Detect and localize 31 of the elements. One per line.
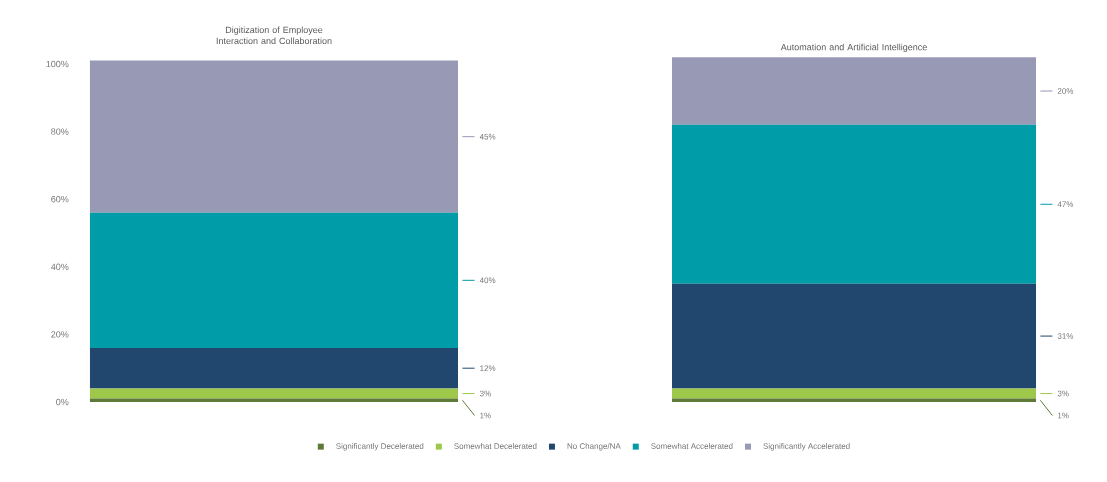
legend-label: Significantly Decelerated (336, 443, 424, 451)
data-label: 1% (480, 412, 491, 419)
bar (672, 283, 1036, 389)
data-label: 45% (479, 133, 496, 140)
legend-label: Somewhat Decelerated (454, 443, 537, 449)
bar (672, 57, 1036, 125)
data-label: 40% (479, 277, 496, 284)
y-tick-label: 20% (51, 331, 69, 338)
chart-title: Digitization of Employee Interaction and Collaboration (216, 26, 332, 45)
chart-title: Automation and Artificial Intelligence (780, 43, 927, 53)
legend-label: Somewhat Accelerated (651, 443, 733, 449)
data-label: 3% (479, 390, 491, 397)
y-tick-label: 40% (50, 263, 69, 270)
y-tick-label: 0% (56, 398, 69, 406)
data-label: 1% (1058, 412, 1069, 419)
y-tick-label: 60% (51, 196, 69, 203)
y-tick-label: 80% (51, 128, 69, 135)
legend-label: No Change/NA (567, 443, 621, 451)
data-label: 20% (1057, 88, 1074, 94)
bar (90, 388, 459, 399)
bar (90, 347, 459, 389)
data-label: 12% (480, 365, 496, 372)
bar (672, 388, 1036, 399)
bar (90, 60, 459, 213)
data-label: 47% (1057, 201, 1074, 208)
legend-label: Significantly Accelerated (763, 443, 850, 451)
data-label: 31% (1057, 333, 1074, 339)
data-label: 3% (1057, 390, 1069, 397)
bar (90, 212, 459, 348)
y-tick-label: 100% (46, 60, 69, 68)
bar (672, 124, 1036, 284)
